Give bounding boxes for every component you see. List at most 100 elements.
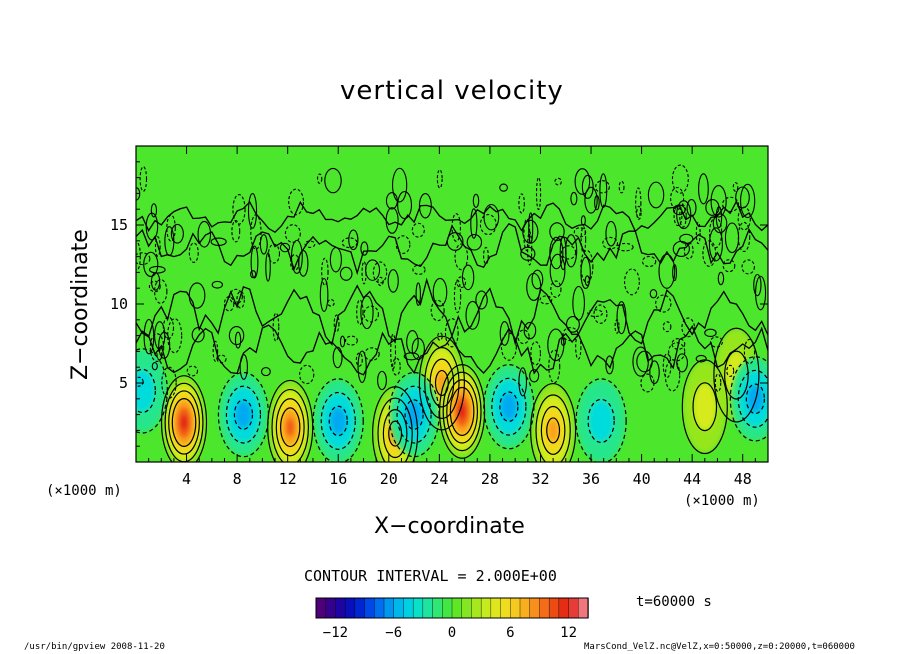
contour-small — [170, 223, 184, 244]
cell-7 — [683, 360, 727, 453]
colorbar-segment — [432, 597, 443, 619]
colorbar-segment — [354, 597, 366, 619]
contour-small — [290, 239, 303, 274]
zero-contour-base — [136, 324, 768, 376]
contour-small — [348, 229, 359, 251]
contour-line — [745, 383, 765, 415]
x-tick-label: 24 — [430, 470, 448, 488]
contour-small — [299, 364, 315, 385]
contour-small — [499, 183, 508, 192]
colorbar-tick-label: 0 — [448, 625, 456, 641]
colorbar-segment — [325, 597, 337, 619]
contour-small — [740, 183, 756, 219]
y-tick-label: 15 — [110, 216, 128, 234]
contour-small — [377, 370, 387, 391]
contour-small — [695, 221, 701, 245]
contour-small — [260, 367, 271, 377]
contour-small — [705, 199, 720, 216]
contour-line — [692, 382, 718, 432]
contour-small — [357, 350, 367, 383]
cell-12 — [577, 379, 626, 462]
contour-small — [662, 321, 672, 333]
contour-line — [449, 386, 475, 436]
colorbar-segment — [374, 597, 385, 619]
contour-small — [518, 193, 525, 214]
contour-small — [679, 233, 694, 245]
contour-small — [166, 214, 176, 242]
contour-line — [575, 378, 627, 462]
colorbar-segment — [539, 597, 550, 619]
colorbar-tick-label: 6 — [506, 625, 514, 641]
contour-small — [154, 236, 161, 257]
contour-small — [658, 253, 676, 289]
contour-small — [574, 168, 591, 195]
contour-small — [465, 300, 480, 330]
contour-small — [470, 208, 478, 239]
contour-line — [535, 394, 571, 462]
contour-small — [702, 240, 717, 267]
cell-level — [136, 370, 155, 412]
contour-small — [472, 193, 480, 208]
x-tick-label: 32 — [531, 470, 549, 488]
contour-small — [483, 203, 500, 231]
contour-small — [332, 346, 343, 369]
contour-small — [149, 333, 165, 362]
contour-small — [561, 245, 577, 260]
colorbar-segment — [578, 597, 589, 619]
colorbar-segment — [471, 597, 482, 619]
contour-small — [304, 240, 316, 248]
contour-small — [708, 227, 723, 262]
zero-contour-mid — [136, 222, 768, 276]
contour-small — [709, 336, 723, 348]
contour-small — [239, 354, 248, 380]
contour-small — [272, 312, 280, 342]
contour-line — [540, 405, 566, 455]
contour-line — [267, 379, 314, 462]
contour-small — [197, 220, 212, 248]
colorbar-segment — [490, 597, 502, 619]
contour-small — [709, 217, 723, 249]
contour-layer — [136, 164, 768, 462]
contour-small — [580, 249, 594, 283]
y-tick-label: 5 — [119, 374, 128, 392]
contour-small — [605, 355, 614, 375]
contour-small — [753, 273, 762, 297]
contour-small — [479, 213, 497, 236]
contour-small — [743, 338, 756, 365]
contour-small — [437, 332, 443, 341]
contour-small — [717, 271, 725, 286]
contour-small — [392, 167, 408, 203]
colorbar-segment — [510, 597, 521, 619]
contour-small — [647, 181, 665, 209]
contour-line — [225, 385, 262, 444]
contour-small — [341, 237, 358, 249]
contour-small — [595, 180, 610, 194]
contour-small — [319, 277, 329, 313]
x-tick-label: 4 — [182, 470, 191, 488]
contour-small — [321, 257, 329, 286]
y-tick-label: 10 — [110, 295, 128, 313]
contour-line — [499, 391, 519, 422]
contour-small — [411, 222, 425, 238]
x-tick-label: 20 — [380, 470, 398, 488]
contour-small — [466, 233, 483, 251]
contour-small — [724, 222, 740, 254]
colorbar-segment — [548, 597, 560, 619]
contour-small — [461, 264, 475, 291]
cell-level — [406, 400, 423, 429]
contour-small — [735, 186, 750, 209]
contour-small — [523, 321, 537, 340]
contour-line — [388, 371, 440, 458]
contour-small — [284, 224, 301, 243]
contour-small — [154, 278, 168, 304]
contour-small — [188, 242, 199, 263]
contour-small — [671, 338, 686, 350]
colorbar-segment — [529, 597, 541, 619]
contour-small — [259, 234, 268, 255]
contour-line — [377, 397, 413, 462]
contour-line — [429, 358, 455, 408]
contour-small — [755, 275, 767, 311]
contour-line — [729, 356, 768, 442]
cell-level — [500, 393, 517, 421]
contour-small — [649, 289, 658, 299]
